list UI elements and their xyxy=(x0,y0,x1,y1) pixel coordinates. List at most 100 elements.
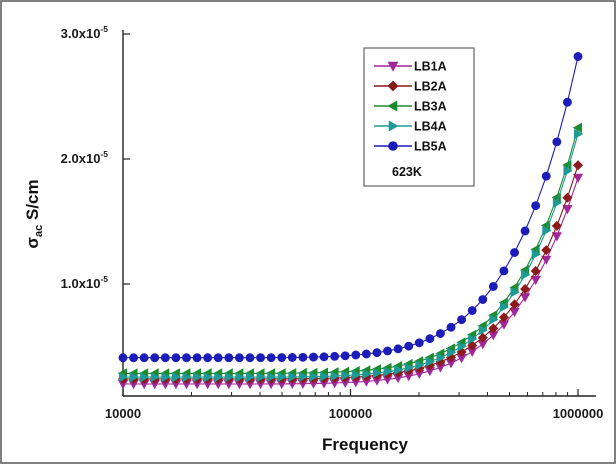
data-point xyxy=(298,371,309,382)
data-point xyxy=(530,275,541,286)
data-point xyxy=(520,226,530,236)
data-point xyxy=(551,232,562,242)
legend-label: LB5A xyxy=(414,140,447,154)
data-point xyxy=(436,352,446,363)
data-point xyxy=(478,325,488,336)
y-axis-title-unit: S/cm xyxy=(23,179,42,224)
legend-swatch-marker xyxy=(387,61,399,72)
x-ticks: 10000 100000 1000000 xyxy=(105,389,603,421)
data-point xyxy=(563,165,573,177)
data-point xyxy=(171,372,182,383)
data-point xyxy=(341,370,351,381)
y-tick-exponent: -5 xyxy=(100,149,108,159)
legend-label: LB1A xyxy=(414,60,447,74)
data-point xyxy=(488,282,498,291)
data-point xyxy=(572,173,584,183)
series-LB5A xyxy=(118,52,583,363)
y-tick-mantissa: 2.0x10 xyxy=(61,151,101,166)
data-point xyxy=(394,364,404,376)
data-point xyxy=(362,368,372,380)
data-point xyxy=(574,128,584,140)
data-point xyxy=(234,353,244,363)
data-point xyxy=(319,352,329,362)
data-point xyxy=(298,352,308,362)
data-point xyxy=(383,346,392,356)
data-point xyxy=(351,369,362,381)
data-point xyxy=(288,371,298,382)
data-point xyxy=(213,353,223,363)
data-point xyxy=(447,347,457,358)
data-point xyxy=(150,372,160,383)
data-point xyxy=(551,192,561,203)
data-point xyxy=(119,372,129,383)
data-point xyxy=(531,249,541,260)
data-point xyxy=(320,371,330,382)
y-tick-label: 2.0x10-5 xyxy=(61,149,109,166)
series-LB1A xyxy=(117,173,584,390)
data-point xyxy=(414,338,424,348)
legend-label: LB3A xyxy=(414,100,447,114)
data-point xyxy=(488,323,499,334)
legend-swatch-marker xyxy=(387,80,399,92)
data-point xyxy=(150,353,160,363)
data-point xyxy=(499,266,509,276)
data-point xyxy=(287,353,297,362)
legend-items: LB1A LB2A LB3A LB4A LB5A xyxy=(374,60,447,154)
data-point xyxy=(193,372,203,383)
series-LB4A xyxy=(119,128,584,383)
data-point xyxy=(436,329,445,338)
data-point xyxy=(140,372,150,383)
data-point xyxy=(562,97,572,107)
data-point xyxy=(224,353,234,363)
data-point xyxy=(562,159,572,171)
y-tick-label: 3.0x10-5 xyxy=(61,24,109,41)
legend-swatch-marker xyxy=(388,120,399,132)
data-point xyxy=(203,372,213,383)
data-point xyxy=(139,353,149,363)
data-point xyxy=(510,248,519,257)
data-point xyxy=(309,371,319,382)
data-point xyxy=(520,284,531,295)
x-tick-label: 1000000 xyxy=(553,406,604,421)
x-axis-title: Frequency xyxy=(322,435,409,454)
data-point xyxy=(161,372,171,383)
data-point xyxy=(489,314,499,325)
data-point xyxy=(351,350,361,360)
data-point xyxy=(457,315,467,325)
data-point xyxy=(530,266,541,277)
data-point xyxy=(330,351,340,361)
data-point xyxy=(404,341,414,351)
data-point xyxy=(499,301,510,313)
data-point xyxy=(393,344,403,354)
legend-item-LB4A: LB4A xyxy=(374,120,447,134)
legend-note-temperature: 623K xyxy=(392,165,422,179)
data-point xyxy=(203,353,213,363)
data-point xyxy=(498,312,509,323)
data-point xyxy=(562,192,573,203)
data-point xyxy=(160,353,170,363)
data-point xyxy=(541,171,551,181)
legend: LB1A LB2A LB3A LB4A LB5A 623K xyxy=(363,47,475,187)
data-point xyxy=(521,269,531,280)
x-tick-label: 10000 xyxy=(105,406,141,421)
legend-item-LB3A: LB3A xyxy=(374,100,447,114)
data-point xyxy=(256,371,266,383)
legend-item-LB2A: LB2A xyxy=(374,80,447,94)
series-layer xyxy=(117,52,584,390)
data-point xyxy=(425,334,435,344)
data-point xyxy=(235,371,245,383)
y-tick-mantissa: 3.0x10 xyxy=(61,26,101,41)
y-axis-title-subscript: ac xyxy=(33,225,45,237)
data-point xyxy=(467,306,477,315)
data-point xyxy=(192,353,202,363)
data-point xyxy=(256,353,265,363)
y-axis-title-symbol: σ xyxy=(23,237,42,249)
data-point xyxy=(245,371,256,383)
x-tick-label: 100000 xyxy=(329,406,372,421)
data-point xyxy=(425,356,436,367)
data-point xyxy=(510,287,520,298)
y-ticks: 1.0x10-52.0x10-53.0x10-5 xyxy=(61,24,130,291)
data-point xyxy=(361,349,371,359)
data-point xyxy=(562,205,573,215)
